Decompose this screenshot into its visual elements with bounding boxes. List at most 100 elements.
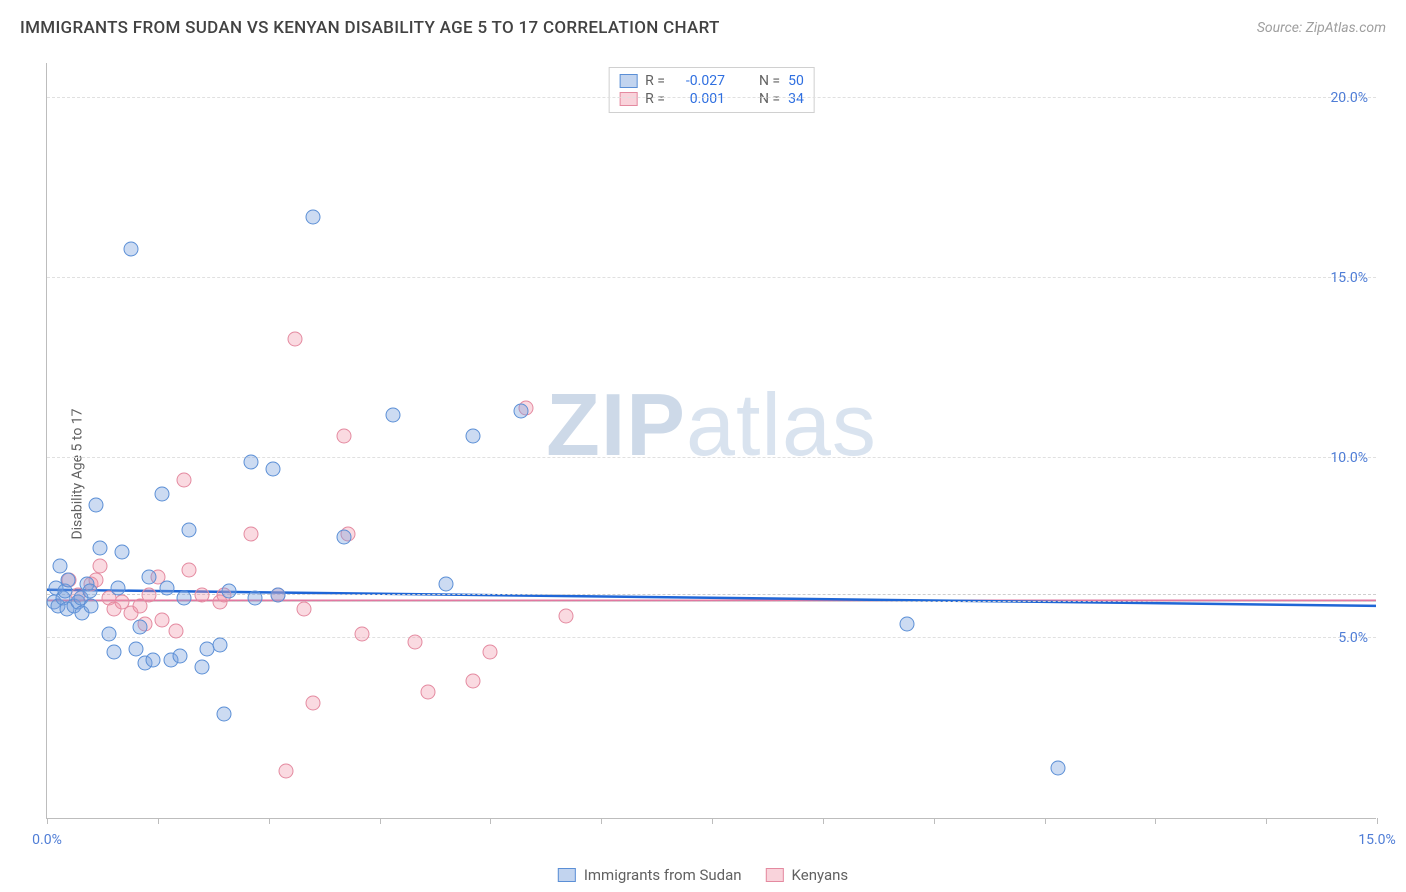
point-kenyans xyxy=(141,587,156,602)
point-sudan xyxy=(439,577,454,592)
n-value: 34 xyxy=(788,91,804,107)
point-sudan xyxy=(173,649,188,664)
point-sudan xyxy=(124,242,139,257)
legend-label: Immigrants from Sudan xyxy=(584,866,742,884)
r-value: 0.001 xyxy=(673,91,725,107)
n-label: N = xyxy=(759,73,780,89)
y-tick-label: 20.0% xyxy=(1322,90,1368,106)
x-tick xyxy=(1155,818,1156,824)
point-kenyans xyxy=(243,526,258,541)
point-sudan xyxy=(465,429,480,444)
chart-area: Disability Age 5 to 17 ZIPatlas R =-0.02… xyxy=(0,55,1406,892)
n-label: N = xyxy=(759,91,780,107)
point-sudan xyxy=(514,404,529,419)
point-kenyans xyxy=(181,562,196,577)
legend-swatch xyxy=(619,92,637,106)
point-sudan xyxy=(102,627,117,642)
point-kenyans xyxy=(195,587,210,602)
point-sudan xyxy=(84,598,99,613)
point-kenyans xyxy=(155,613,170,628)
point-kenyans xyxy=(421,685,436,700)
point-kenyans xyxy=(306,695,321,710)
trend-lines xyxy=(47,63,1376,818)
legend-label: Kenyans xyxy=(792,866,849,884)
reference-line xyxy=(47,594,1376,595)
y-tick-label: 15.0% xyxy=(1322,270,1368,286)
x-tick xyxy=(490,818,491,824)
point-sudan xyxy=(88,497,103,512)
legend-swatch xyxy=(619,74,637,88)
point-sudan xyxy=(248,591,263,606)
gridline xyxy=(47,277,1376,278)
chart-title: IMMIGRANTS FROM SUDAN VS KENYAN DISABILI… xyxy=(20,18,720,38)
point-sudan xyxy=(900,616,915,631)
r-label: R = xyxy=(645,73,665,89)
point-sudan xyxy=(155,487,170,502)
point-sudan xyxy=(212,638,227,653)
point-sudan xyxy=(159,580,174,595)
plot-area: ZIPatlas R = -0.027 N = 50 R = 0.001 N = 34 5.0… xyxy=(46,63,1376,819)
legend-item: Kenyans xyxy=(766,866,849,884)
point-sudan xyxy=(177,591,192,606)
legend-series: Immigrants from Sudan Kenyans xyxy=(558,866,848,884)
point-sudan xyxy=(82,584,97,599)
legend-item: Immigrants from Sudan xyxy=(558,866,742,884)
x-tick xyxy=(269,818,270,824)
point-kenyans xyxy=(354,627,369,642)
r-label: R = xyxy=(645,91,665,107)
point-sudan xyxy=(221,584,236,599)
x-tick xyxy=(823,818,824,824)
point-sudan xyxy=(306,209,321,224)
point-sudan xyxy=(141,569,156,584)
x-tick xyxy=(712,818,713,824)
point-sudan xyxy=(146,652,161,667)
x-tick xyxy=(158,818,159,824)
legend-row: R = -0.027 N = 50 xyxy=(619,72,804,90)
point-sudan xyxy=(61,573,76,588)
point-kenyans xyxy=(558,609,573,624)
point-sudan xyxy=(53,559,68,574)
point-sudan xyxy=(266,461,281,476)
x-tick xyxy=(1266,818,1267,824)
point-sudan xyxy=(128,641,143,656)
point-kenyans xyxy=(297,602,312,617)
point-sudan xyxy=(115,544,130,559)
point-sudan xyxy=(110,580,125,595)
legend-swatch xyxy=(558,868,576,882)
x-tick xyxy=(47,818,48,824)
point-kenyans xyxy=(168,623,183,638)
point-kenyans xyxy=(407,634,422,649)
point-sudan xyxy=(243,454,258,469)
r-value: -0.027 xyxy=(673,73,725,89)
x-tick xyxy=(934,818,935,824)
point-sudan xyxy=(181,523,196,538)
point-sudan xyxy=(217,706,232,721)
point-kenyans xyxy=(93,559,108,574)
x-tick xyxy=(380,818,381,824)
legend-swatch xyxy=(766,868,784,882)
point-sudan xyxy=(385,407,400,422)
point-sudan xyxy=(1050,760,1065,775)
x-tick xyxy=(1377,818,1378,824)
watermark: ZIPatlas xyxy=(546,374,877,476)
x-tick xyxy=(601,818,602,824)
point-kenyans xyxy=(483,645,498,660)
x-tick-label: 0.0% xyxy=(32,832,62,848)
point-sudan xyxy=(106,645,121,660)
n-value: 50 xyxy=(788,73,804,89)
source-label: Source: ZipAtlas.com xyxy=(1257,20,1386,36)
point-sudan xyxy=(195,659,210,674)
x-tick xyxy=(1045,818,1046,824)
point-sudan xyxy=(93,541,108,556)
point-sudan xyxy=(270,587,285,602)
y-tick-label: 5.0% xyxy=(1330,630,1368,646)
legend-correlation: R = -0.027 N = 50 R = 0.001 N = 34 xyxy=(608,67,815,113)
gridline xyxy=(47,637,1376,638)
reference-line xyxy=(47,601,1376,602)
point-sudan xyxy=(133,620,148,635)
gridline xyxy=(47,97,1376,98)
point-kenyans xyxy=(279,764,294,779)
point-sudan xyxy=(337,530,352,545)
point-kenyans xyxy=(288,332,303,347)
point-kenyans xyxy=(465,674,480,689)
